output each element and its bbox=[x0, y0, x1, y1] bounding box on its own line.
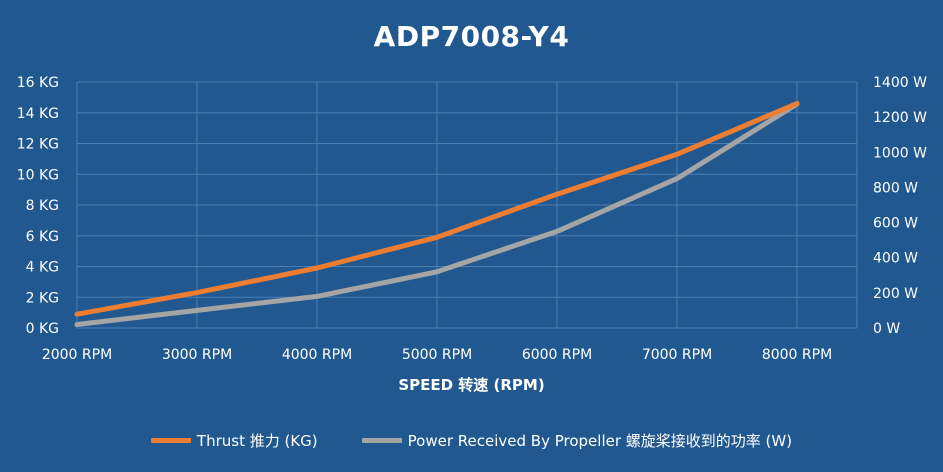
y-right-tick-label: 600 W bbox=[873, 216, 918, 232]
series-lines bbox=[74, 101, 800, 327]
legend-swatch-power bbox=[361, 438, 402, 443]
y-right-tick-label: 1000 W bbox=[873, 145, 927, 161]
right-axis-ticks: 0 W 200 W 400 W 600 W 800 W 1000 W 1200 W 1400 … bbox=[873, 75, 927, 337]
y-left-tick-label: 2 KG bbox=[26, 290, 59, 306]
chart-title: ADP7008-Y4 bbox=[373, 20, 570, 53]
y-left-tick-label: 12 KG bbox=[17, 137, 59, 153]
y-right-tick-label: 0 W bbox=[873, 321, 900, 337]
x-tick-label: 4000 RPM bbox=[282, 347, 352, 363]
y-left-tick-label: 0 KG bbox=[26, 321, 59, 337]
legend-item-power: Power Received By Propeller 螺旋桨接收到的功率 (W… bbox=[361, 430, 793, 451]
grid-lines bbox=[76, 81, 858, 329]
x-tick-label: 2000 RPM bbox=[42, 347, 112, 363]
legend-item-thrust: Thrust 推力 (KG) bbox=[150, 430, 318, 451]
x-tick-label: 3000 RPM bbox=[162, 347, 232, 363]
legend-swatch-thrust bbox=[150, 438, 191, 443]
legend-label-thrust: Thrust 推力 (KG) bbox=[196, 432, 318, 450]
x-tick-label: 6000 RPM bbox=[522, 347, 592, 363]
x-axis-ticks: 2000 RPM 3000 RPM 4000 RPM 5000 RPM 6000 RPM… bbox=[42, 347, 832, 363]
y-right-tick-label: 800 W bbox=[873, 180, 918, 196]
y-left-tick-label: 4 KG bbox=[26, 260, 59, 276]
y-right-tick-label: 1400 W bbox=[873, 75, 927, 91]
x-tick-label: 8000 RPM bbox=[762, 347, 832, 363]
y-left-tick-label: 16 KG bbox=[17, 75, 59, 91]
y-right-tick-label: 400 W bbox=[873, 251, 918, 267]
y-right-tick-label: 200 W bbox=[873, 286, 918, 302]
y-right-tick-label: 1200 W bbox=[873, 110, 927, 126]
y-left-tick-label: 6 KG bbox=[26, 229, 59, 245]
legend: Thrust 推力 (KG) Power Received By Propell… bbox=[0, 430, 943, 451]
x-tick-label: 5000 RPM bbox=[402, 347, 472, 363]
left-axis-ticks: 0 KG 2 KG 4 KG 6 KG 8 KG 10 KG 12 KG 14 KG 16 KG bbox=[17, 75, 59, 337]
y-left-tick-label: 10 KG bbox=[17, 167, 59, 183]
legend-label-power: Power Received By Propeller 螺旋桨接收到的功率 (W… bbox=[407, 432, 793, 450]
x-axis-label: SPEED 转速 (RPM) bbox=[398, 376, 545, 394]
x-tick-label: 7000 RPM bbox=[642, 347, 712, 363]
y-left-tick-label: 14 KG bbox=[17, 106, 59, 122]
y-left-tick-label: 8 KG bbox=[26, 198, 59, 214]
